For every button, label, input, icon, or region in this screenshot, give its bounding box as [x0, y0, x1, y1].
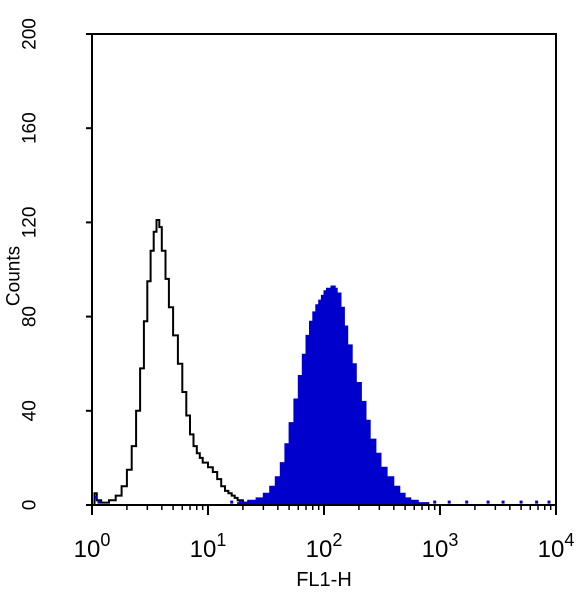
histogram-event-mark: [465, 500, 469, 504]
histogram-event-mark: [519, 500, 523, 504]
histogram-event-mark: [250, 500, 254, 504]
histogram-event-mark: [501, 500, 505, 504]
axes-layer: [86, 33, 557, 515]
histogram-event-mark: [433, 500, 437, 504]
histogram-event-mark: [535, 500, 539, 504]
outline-histogram-series: [92, 219, 251, 506]
histogram-event-mark: [447, 500, 451, 504]
x-tick-label: 100: [74, 530, 111, 563]
y-tick-label: 40: [20, 400, 41, 421]
histogram-event-mark: [486, 500, 490, 504]
histogram-event-mark: [94, 495, 98, 499]
x-axis-label: FL1-H: [296, 569, 352, 591]
y-tick-label: 0: [20, 500, 41, 511]
labels-layer: 0 40 80 120 160 200 100 101 102 103 104 FL1-H Counts: [4, 18, 575, 591]
y-tick-label: 120: [20, 207, 41, 239]
series-layer: [92, 219, 551, 506]
histogram-event-mark: [97, 500, 101, 504]
y-tick-label: 160: [20, 112, 41, 144]
y-tick-label: 80: [20, 306, 41, 327]
histogram-event-mark: [547, 500, 551, 504]
histogram-event-mark: [230, 500, 234, 504]
y-tick-label: 200: [20, 18, 41, 50]
x-tick-label: 104: [538, 530, 575, 563]
histogram-event-mark: [238, 500, 242, 504]
x-tick-label: 102: [306, 530, 343, 563]
filled-histogram-series: [228, 285, 430, 506]
x-tick-label: 101: [190, 530, 227, 563]
y-axis-label: Counts: [4, 246, 25, 306]
x-tick-label: 103: [422, 530, 459, 563]
